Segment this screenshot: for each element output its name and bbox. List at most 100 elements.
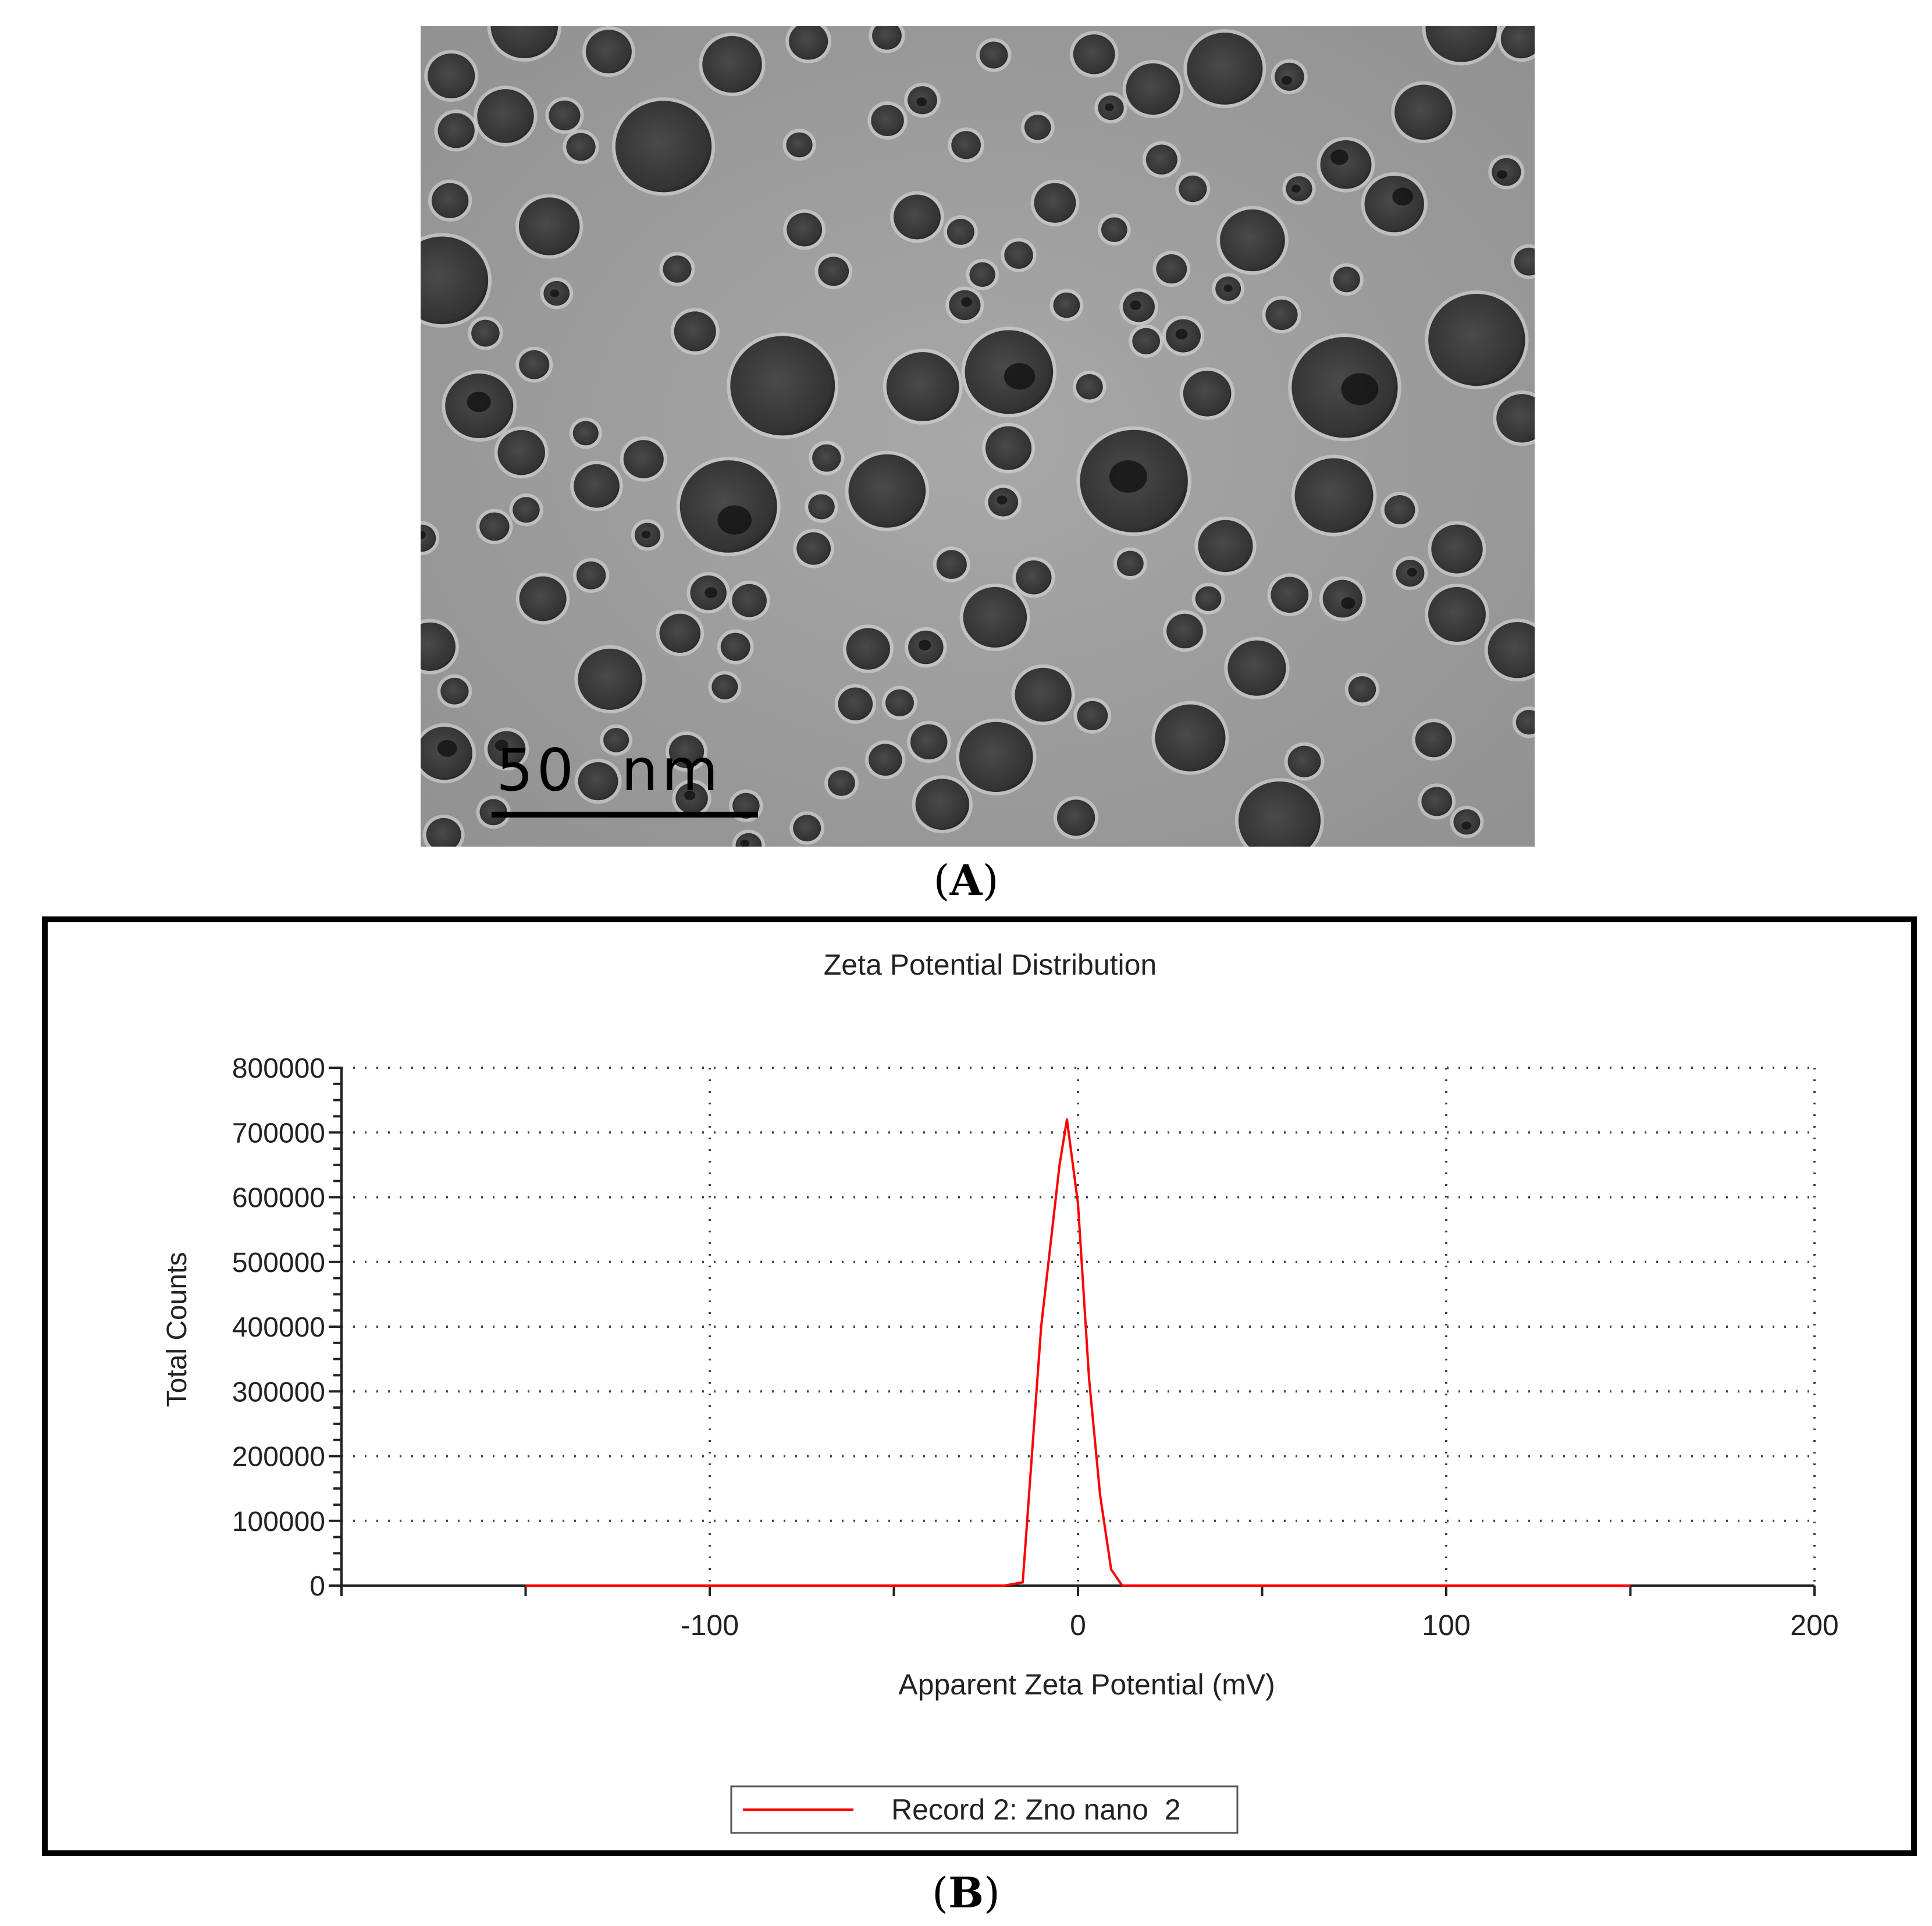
nanoparticle xyxy=(818,257,849,286)
nanoparticle xyxy=(915,779,970,830)
nanoparticle xyxy=(574,464,620,508)
nanoparticle xyxy=(1126,63,1180,115)
nanoparticle xyxy=(513,497,540,523)
nanoparticle xyxy=(1514,247,1535,276)
nanoparticle xyxy=(793,815,821,841)
nanoparticles xyxy=(421,26,1535,847)
nanoparticle xyxy=(1198,520,1253,573)
zeta-chart-panel: Zeta Potential Distribution Total Counts… xyxy=(42,916,1917,1856)
nanoparticle xyxy=(1265,299,1298,331)
nanoparticle xyxy=(471,319,500,347)
nanoparticle xyxy=(787,212,823,247)
nanoparticle xyxy=(893,194,941,240)
y-tick-label: 300000 xyxy=(232,1377,325,1408)
nanoparticle xyxy=(518,197,580,255)
nanoparticle xyxy=(426,818,461,847)
panel-a-caption: (A) xyxy=(933,855,999,905)
nanoparticle xyxy=(1287,745,1321,777)
series-line xyxy=(525,1118,1631,1587)
zeta-chart: Zeta Potential Distribution Total Counts… xyxy=(162,948,1839,1834)
nanoparticle xyxy=(1227,640,1286,696)
nanoparticle xyxy=(720,632,750,661)
nanoparticle xyxy=(623,440,664,478)
y-tick-label: 500000 xyxy=(232,1248,325,1278)
nanoparticle xyxy=(1294,458,1374,533)
nanoparticle xyxy=(1384,495,1415,525)
nanoparticle xyxy=(828,770,855,796)
nanoparticle xyxy=(1431,524,1483,574)
nanoparticle xyxy=(431,183,469,218)
nanoparticle xyxy=(1320,140,1372,189)
y-tick-label: 400000 xyxy=(232,1312,325,1343)
nanoparticle xyxy=(477,89,534,143)
nanoparticle xyxy=(1488,621,1535,678)
nanoparticle xyxy=(615,101,712,193)
nanoparticle xyxy=(1024,115,1051,140)
nanoparticle xyxy=(1156,254,1187,284)
y-tick-label: 100000 xyxy=(232,1506,325,1537)
nanoparticle xyxy=(869,744,902,776)
y-tick-label: 0 xyxy=(309,1571,325,1602)
nanoparticle xyxy=(1220,209,1285,272)
nanoparticle xyxy=(1053,292,1080,318)
nanoparticle xyxy=(674,311,716,351)
panel-a-label: A xyxy=(949,855,983,905)
nanoparticle xyxy=(572,421,599,446)
nanoparticle xyxy=(910,724,948,760)
nanoparticle xyxy=(1179,175,1207,202)
nanoparticle xyxy=(659,613,701,653)
nanoparticle xyxy=(479,512,510,541)
nanoparticle xyxy=(1183,371,1232,417)
nanoparticle xyxy=(789,26,828,60)
nanoparticle xyxy=(1076,374,1103,400)
x-tick-label: 100 xyxy=(1422,1609,1470,1641)
nanoparticle xyxy=(951,131,981,159)
tick-labels: 0 100000 200000 300000 400000 500000 600000 700… xyxy=(232,1053,1839,1641)
nanoparticle xyxy=(519,576,567,621)
nanoparticle xyxy=(885,689,914,717)
nanoparticle xyxy=(421,236,489,325)
nanoparticle xyxy=(437,113,475,148)
nanoparticle xyxy=(732,584,767,617)
scale-bar xyxy=(492,812,758,818)
x-tick-label: -100 xyxy=(681,1609,739,1641)
nanoparticle xyxy=(576,561,606,589)
nanoparticle xyxy=(1187,33,1263,105)
nanoparticle xyxy=(808,494,835,520)
nanoparticle xyxy=(1034,183,1076,223)
nanoparticle xyxy=(1166,613,1203,649)
grid xyxy=(341,1067,1816,1586)
y-tick-label: 800000 xyxy=(232,1053,325,1084)
nanoparticle xyxy=(1364,175,1424,233)
nanoparticle xyxy=(549,100,581,131)
nanoparticle xyxy=(440,677,469,705)
nanoparticle xyxy=(963,587,1027,648)
nanoparticle xyxy=(1195,586,1222,612)
nanoparticle xyxy=(578,648,642,710)
nanoparticle xyxy=(1496,394,1535,443)
nanoparticle xyxy=(668,735,705,769)
nanoparticle xyxy=(848,454,926,528)
nanoparticle xyxy=(1333,266,1360,293)
nanoparticle xyxy=(490,26,558,59)
y-tick-label: 200000 xyxy=(232,1442,325,1473)
nanoparticle xyxy=(969,262,995,287)
x-axis-label: Apparent Zeta Potential (mV) xyxy=(898,1668,1275,1701)
nanoparticle xyxy=(1004,241,1033,269)
nanoparticle xyxy=(979,41,1008,69)
legend: Record 2: Zno nano 2 xyxy=(730,1785,1239,1834)
nanoparticle xyxy=(812,444,841,472)
y-tick-label: 700000 xyxy=(232,1118,325,1149)
scale-bar-label: 50 nm xyxy=(496,736,722,804)
nanoparticle xyxy=(1155,704,1226,772)
nanoparticle xyxy=(1415,722,1453,758)
nanoparticle xyxy=(838,687,873,721)
nanoparticle xyxy=(702,35,762,93)
nanoparticle xyxy=(711,674,738,699)
nanoparticle xyxy=(936,550,967,579)
nanoparticle xyxy=(1132,328,1160,354)
chart-title: Zeta Potential Distribution xyxy=(824,948,1157,981)
nanoparticle xyxy=(663,255,692,283)
nanoparticle xyxy=(1145,144,1177,175)
nanoparticle xyxy=(786,132,813,158)
